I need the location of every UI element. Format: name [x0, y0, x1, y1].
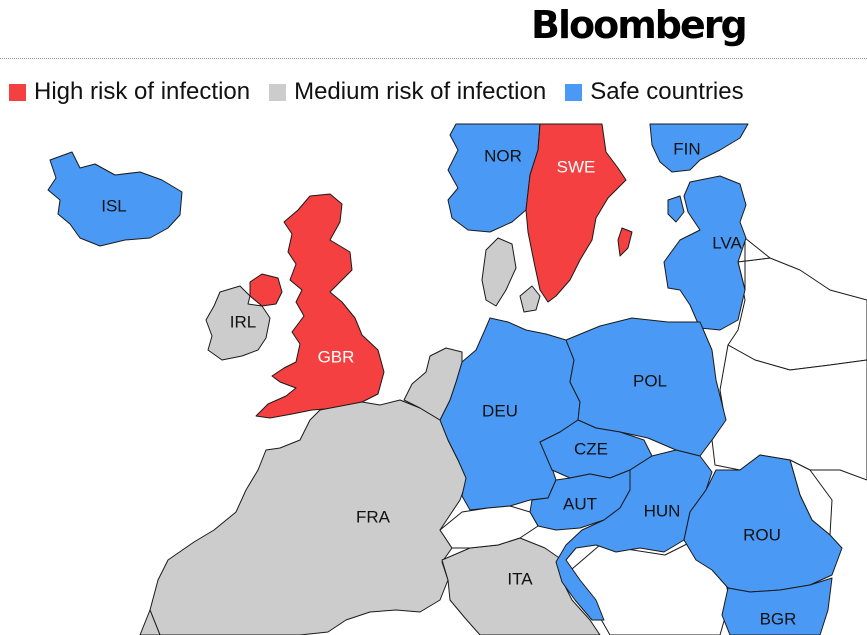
country-rou [683, 454, 843, 593]
label-irl: IRL [230, 312, 256, 331]
legend-item-medium: Medium risk of infection [269, 78, 546, 106]
header-divider [0, 58, 867, 59]
label-aut: AUT [563, 494, 597, 513]
country-che [439, 505, 539, 549]
country-lva [663, 175, 747, 331]
country-blr [727, 257, 867, 371]
label-hun: HUN [644, 501, 681, 520]
country-swe [525, 123, 633, 303]
legend: High risk of infection Medium risk of in… [0, 74, 754, 110]
label-gbr: GBR [318, 347, 355, 366]
country-hun [555, 449, 713, 621]
legend-label-high: High risk of infection [34, 78, 251, 105]
country-isl [47, 151, 183, 247]
country-bgr [721, 577, 833, 635]
label-rou: ROU [743, 525, 781, 544]
label-ita: ITA [507, 569, 533, 588]
legend-item-safe: Safe countries [565, 78, 744, 106]
legend-item-high: High risk of infection [9, 78, 250, 106]
label-pol: POL [633, 371, 667, 390]
label-fra: FRA [356, 507, 391, 526]
label-swe: SWE [557, 157, 596, 176]
label-bgr: BGR [760, 609, 797, 628]
legend-swatch-safe [565, 83, 583, 101]
europe-risk-map: ISL NOR SWE FIN LVA IRL GBR POL DEU CZE … [0, 118, 867, 635]
label-nor: NOR [484, 146, 522, 165]
legend-label-medium: Medium risk of infection [294, 78, 547, 105]
country-irl [205, 285, 271, 361]
legend-swatch-high [9, 83, 26, 101]
label-fin: FIN [673, 139, 700, 158]
country-prt-esp [139, 609, 161, 635]
legend-label-safe: Safe countries [590, 78, 744, 105]
label-isl: ISL [101, 196, 127, 215]
country-dnk [481, 237, 541, 313]
country-nld-bel [403, 347, 463, 421]
country-fra [149, 399, 469, 635]
map-svg: ISL NOR SWE FIN LVA IRL GBR POL DEU CZE … [47, 123, 867, 635]
legend-swatch-medium [269, 83, 287, 101]
label-lva: LVA [712, 233, 742, 252]
label-cze: CZE [574, 439, 608, 458]
label-deu: DEU [482, 401, 518, 420]
country-gbr [249, 193, 385, 419]
country-fin [649, 123, 749, 173]
bloomberg-logo: Bloomberg [531, 3, 748, 47]
